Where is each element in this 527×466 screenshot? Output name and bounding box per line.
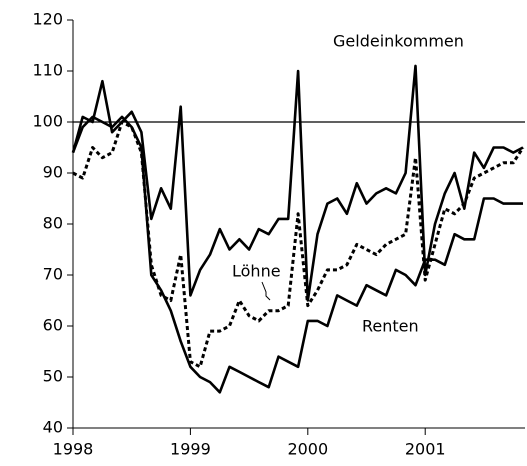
y-tick-label: 60	[43, 316, 63, 335]
series-line	[71, 115, 523, 394]
x-tick-label: 1999	[170, 440, 211, 459]
y-tick-label: 70	[43, 265, 63, 284]
y-tick-label: 110	[32, 61, 63, 80]
y-tick-label: 80	[43, 214, 63, 233]
y-tick-label: 50	[43, 367, 63, 386]
series-label: Löhne	[232, 262, 281, 281]
x-tick-label: 1998	[53, 440, 94, 459]
y-tick-label: 100	[32, 112, 63, 131]
y-tick-label: 90	[43, 163, 63, 182]
series-label: Renten	[362, 317, 419, 336]
y-tick-label: 40	[43, 418, 63, 437]
label-leader	[261, 281, 271, 301]
series-label: Geldeinkommen	[333, 32, 464, 51]
series-line	[71, 64, 524, 302]
series-line	[72, 120, 525, 369]
y-tick-label: 120	[32, 10, 63, 29]
x-tick-label: 2001	[405, 440, 446, 459]
x-tick-label: 2000	[287, 440, 328, 459]
